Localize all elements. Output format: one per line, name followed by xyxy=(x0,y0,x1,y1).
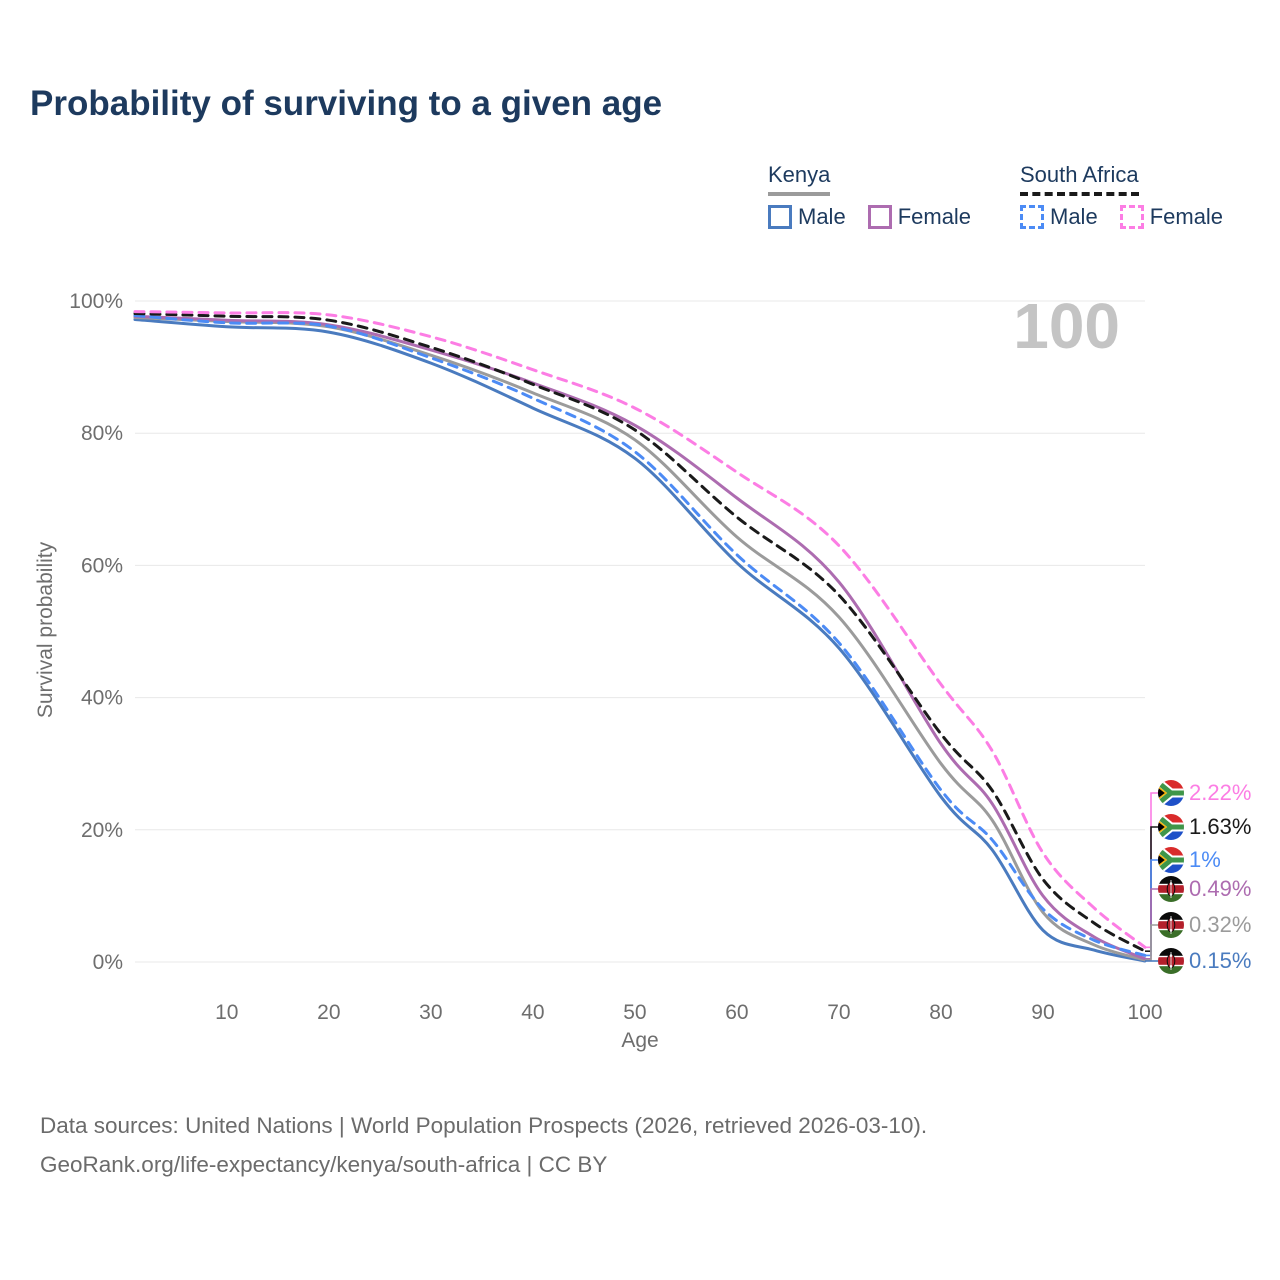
x-tick-label: 10 xyxy=(215,1001,238,1024)
y-tick-label: 60% xyxy=(81,554,123,577)
y-tick-label: 40% xyxy=(81,687,123,710)
series-line-kenya-female[interactable] xyxy=(133,314,1147,961)
end-label-row-sa-both[interactable]: 1.63% xyxy=(1158,814,1251,840)
kenya-female-label[interactable]: Female xyxy=(897,204,972,229)
series-line-kenya-male[interactable] xyxy=(133,318,1147,963)
legend-header-south-africa[interactable]: South Africa xyxy=(1020,162,1139,196)
watermark-age-100: 100 xyxy=(1013,290,1120,362)
x-tick-label: 90 xyxy=(1031,1001,1054,1024)
south-africa-female-swatch-icon[interactable] xyxy=(1119,205,1144,229)
end-label-row-kenya-both[interactable]: 0.32% xyxy=(1158,912,1251,938)
kenya-flag-icon xyxy=(1158,876,1184,902)
x-axis-title: Age xyxy=(621,1029,659,1052)
south-africa-male-swatch-icon[interactable] xyxy=(1020,205,1044,229)
x-tick-label: 100 xyxy=(1127,1001,1162,1024)
x-tick-label: 70 xyxy=(827,1001,850,1024)
y-tick-label: 0% xyxy=(93,951,123,974)
end-label-value: 0.49% xyxy=(1189,876,1252,901)
legend-group-kenya: Kenya Male Female xyxy=(768,162,987,230)
series-line-south-africa-female[interactable] xyxy=(133,310,1147,949)
x-tick-label: 60 xyxy=(725,1001,748,1024)
series-line-south-africa-male[interactable] xyxy=(133,314,1147,957)
legend-header-kenya[interactable]: Kenya xyxy=(768,162,831,196)
series-line-south-africa-both[interactable] xyxy=(133,312,1147,953)
south-africa-male-label[interactable]: Male xyxy=(1050,204,1098,229)
end-label-value: 0.32% xyxy=(1189,912,1252,937)
leader-line-kenya-both xyxy=(1145,924,1159,961)
y-tick-label: 100% xyxy=(69,290,123,313)
kenya-flag-icon xyxy=(1158,912,1184,938)
end-label-value: 2.22% xyxy=(1189,780,1252,805)
end-label-row-sa-male[interactable]: 1% xyxy=(1158,847,1221,873)
leader-line-kenya-female xyxy=(1145,888,1159,960)
legend-group-south-africa: South Africa Male Female xyxy=(1020,162,1239,230)
south-africa-flag-icon xyxy=(1158,780,1184,806)
series-line-kenya-both[interactable] xyxy=(133,316,1147,962)
x-tick-label: 20 xyxy=(317,1001,340,1024)
x-tick-label: 30 xyxy=(419,1001,442,1024)
end-label-value: 1% xyxy=(1189,847,1221,872)
kenya-flag-icon xyxy=(1158,948,1184,974)
page-title: Probability of surviving to a given age xyxy=(30,84,663,123)
footer-source-url: GeoRank.org/life-expectancy/kenya/south-… xyxy=(40,1152,608,1177)
leader-line-south-africa-female xyxy=(1145,792,1159,949)
south-africa-flag-icon xyxy=(1158,847,1184,873)
end-label-row-sa-female[interactable]: 2.22% xyxy=(1158,780,1251,806)
kenya-female-swatch-icon[interactable] xyxy=(867,205,892,229)
end-label-row-kenya-male[interactable]: 0.15% xyxy=(1158,948,1251,974)
south-africa-flag-icon xyxy=(1158,814,1184,840)
south-africa-female-label[interactable]: Female xyxy=(1149,204,1224,229)
y-tick-label: 20% xyxy=(81,819,123,842)
x-tick-label: 50 xyxy=(623,1001,646,1024)
x-tick-label: 40 xyxy=(521,1001,544,1024)
footer-data-sources: Data sources: United Nations | World Pop… xyxy=(40,1113,928,1138)
kenya-male-swatch-icon[interactable] xyxy=(768,205,792,229)
end-label-value: 0.15% xyxy=(1189,948,1252,973)
footer: Data sources: United Nations | World Pop… xyxy=(40,1106,927,1184)
y-tick-label: 80% xyxy=(81,422,123,445)
y-axis-title: Survival probability xyxy=(34,541,57,719)
kenya-male-label[interactable]: Male xyxy=(798,204,846,229)
end-label-row-kenya-female[interactable]: 0.49% xyxy=(1158,876,1251,902)
end-label-value: 1.63% xyxy=(1189,814,1252,839)
leader-line-south-africa-male xyxy=(1145,859,1159,957)
x-tick-label: 80 xyxy=(929,1001,952,1024)
